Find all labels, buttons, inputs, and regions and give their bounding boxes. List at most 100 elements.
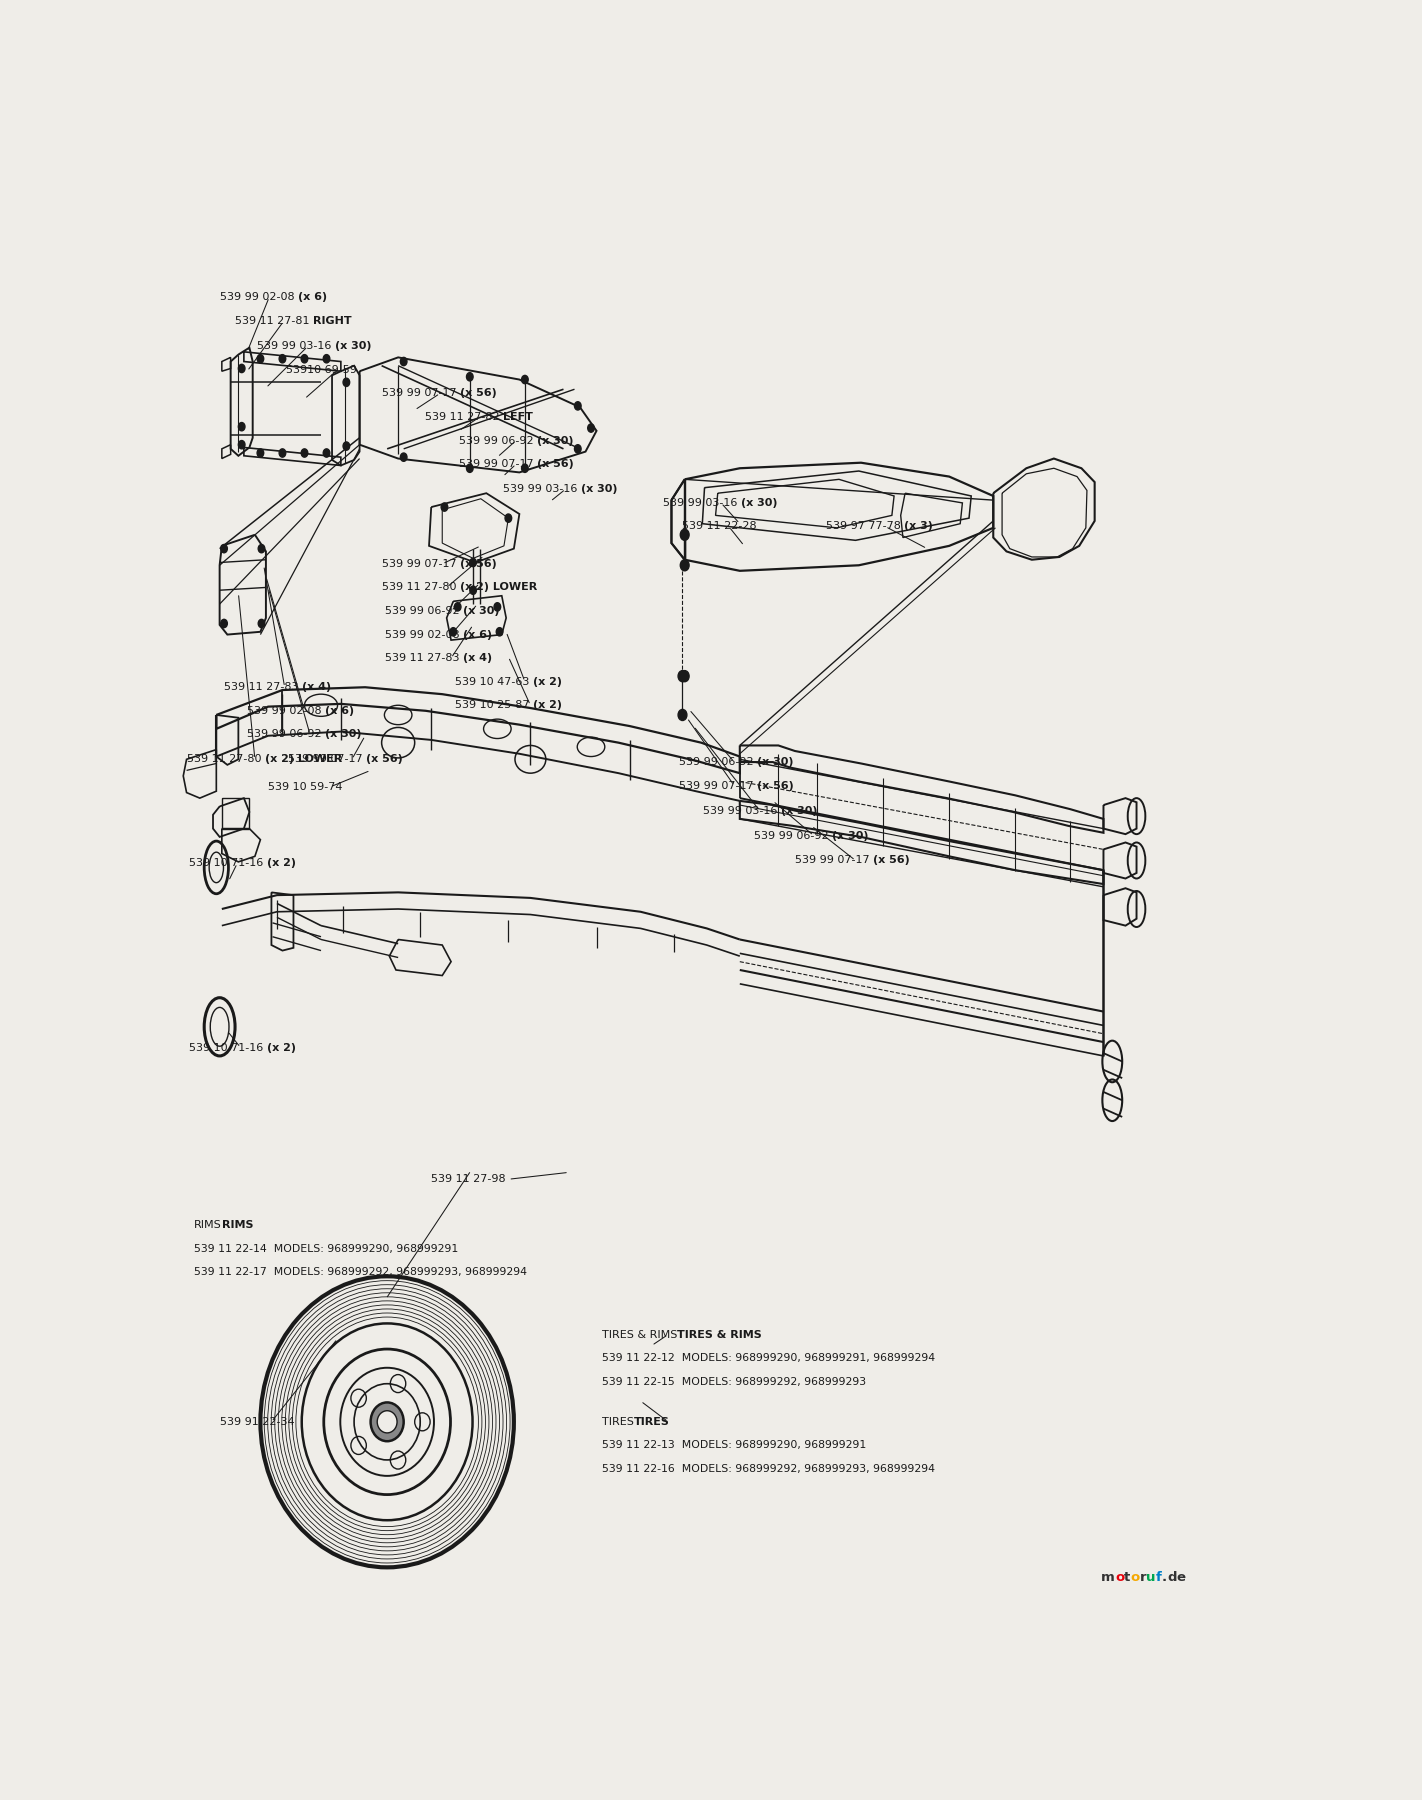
Circle shape bbox=[574, 401, 582, 410]
Circle shape bbox=[449, 628, 456, 635]
Ellipse shape bbox=[377, 1411, 397, 1433]
Text: 539 99 07-17: 539 99 07-17 bbox=[459, 459, 538, 470]
Text: (x 30): (x 30) bbox=[326, 729, 361, 740]
Text: 539 99 07-17: 539 99 07-17 bbox=[680, 781, 758, 790]
Text: 539 99 03-16: 539 99 03-16 bbox=[257, 342, 336, 351]
Text: (x 30): (x 30) bbox=[741, 499, 776, 508]
Text: (x 56): (x 56) bbox=[459, 389, 496, 398]
Text: m: m bbox=[1101, 1571, 1115, 1584]
Text: 539 11 22-12  MODELS: 968999290, 968999291, 968999294: 539 11 22-12 MODELS: 968999290, 96899929… bbox=[602, 1354, 936, 1363]
Text: (x 2): (x 2) bbox=[533, 677, 562, 686]
Circle shape bbox=[680, 529, 690, 540]
Text: 539 91 22-34: 539 91 22-34 bbox=[219, 1417, 294, 1427]
Text: (x 6): (x 6) bbox=[297, 292, 327, 302]
Text: 539 99 06-92: 539 99 06-92 bbox=[247, 729, 326, 740]
Circle shape bbox=[239, 364, 245, 373]
Text: (x 56): (x 56) bbox=[758, 781, 793, 790]
Text: 539 99 07-17: 539 99 07-17 bbox=[287, 754, 365, 765]
Circle shape bbox=[505, 515, 512, 522]
Text: (x 2): (x 2) bbox=[266, 1042, 296, 1053]
Text: 539 11 27-81: 539 11 27-81 bbox=[235, 317, 313, 326]
Circle shape bbox=[279, 355, 286, 364]
Circle shape bbox=[678, 709, 687, 720]
Circle shape bbox=[678, 671, 687, 682]
Circle shape bbox=[220, 544, 228, 553]
Text: RIGHT: RIGHT bbox=[313, 317, 351, 326]
Circle shape bbox=[323, 355, 330, 364]
Text: 539 11 22-16  MODELS: 968999292, 968999293, 968999294: 539 11 22-16 MODELS: 968999292, 96899929… bbox=[602, 1463, 936, 1474]
Text: 539 11 22-14  MODELS: 968999290, 968999291: 539 11 22-14 MODELS: 968999290, 96899929… bbox=[195, 1244, 458, 1253]
Text: (x 30): (x 30) bbox=[538, 436, 573, 446]
Text: (x 2): (x 2) bbox=[533, 700, 563, 711]
Text: 539 99 07-17: 539 99 07-17 bbox=[795, 855, 873, 866]
Text: RIMS: RIMS bbox=[195, 1220, 222, 1229]
Text: 539 10 71-16: 539 10 71-16 bbox=[189, 859, 266, 868]
Circle shape bbox=[680, 560, 690, 571]
Text: e: e bbox=[1176, 1571, 1186, 1584]
Text: (x 3): (x 3) bbox=[904, 522, 933, 531]
Text: 539 11 22-15  MODELS: 968999292, 968999293: 539 11 22-15 MODELS: 968999292, 96899929… bbox=[602, 1377, 866, 1386]
Text: 539 11 27-82: 539 11 27-82 bbox=[425, 412, 503, 421]
Text: (x 2) LOWER: (x 2) LOWER bbox=[459, 583, 538, 592]
Text: .: . bbox=[1162, 1571, 1167, 1584]
Text: TIRES & RIMS: TIRES & RIMS bbox=[602, 1330, 677, 1339]
Text: 539 99 06-92: 539 99 06-92 bbox=[680, 758, 758, 767]
Circle shape bbox=[493, 603, 501, 610]
Text: TIRES: TIRES bbox=[602, 1417, 634, 1427]
Circle shape bbox=[323, 448, 330, 457]
Circle shape bbox=[257, 355, 263, 364]
Text: 539 10 47-63: 539 10 47-63 bbox=[455, 677, 533, 686]
Text: (x 2) LOWER: (x 2) LOWER bbox=[264, 754, 341, 765]
Circle shape bbox=[522, 376, 528, 383]
Text: 539 10 59-74: 539 10 59-74 bbox=[269, 781, 343, 792]
Text: 539 99 06-92: 539 99 06-92 bbox=[754, 830, 832, 841]
Text: d: d bbox=[1167, 1571, 1176, 1584]
Circle shape bbox=[455, 603, 461, 610]
Text: o: o bbox=[1130, 1571, 1140, 1584]
Circle shape bbox=[301, 448, 307, 457]
Circle shape bbox=[257, 448, 263, 457]
Text: f: f bbox=[1156, 1571, 1162, 1584]
Text: 539 11 27-80: 539 11 27-80 bbox=[381, 583, 459, 592]
Circle shape bbox=[259, 619, 264, 628]
Circle shape bbox=[301, 355, 307, 364]
Text: 539 10 71-16: 539 10 71-16 bbox=[189, 1042, 266, 1053]
Circle shape bbox=[343, 378, 350, 387]
Text: (x 30): (x 30) bbox=[781, 806, 818, 815]
Text: 539 11 22-28: 539 11 22-28 bbox=[683, 522, 757, 531]
Text: 539 99 06-92: 539 99 06-92 bbox=[459, 436, 538, 446]
Circle shape bbox=[401, 358, 407, 365]
Circle shape bbox=[522, 464, 528, 472]
Circle shape bbox=[469, 558, 476, 567]
Text: 539 99 02-08: 539 99 02-08 bbox=[219, 292, 297, 302]
Circle shape bbox=[343, 443, 350, 450]
Circle shape bbox=[496, 628, 503, 635]
Text: TIRES & RIMS: TIRES & RIMS bbox=[677, 1330, 762, 1339]
Text: (x 2): (x 2) bbox=[266, 859, 296, 868]
Text: 539 11 27-98: 539 11 27-98 bbox=[431, 1174, 506, 1184]
Circle shape bbox=[259, 544, 264, 553]
Circle shape bbox=[587, 425, 594, 432]
Text: 539 99 07-17: 539 99 07-17 bbox=[381, 389, 459, 398]
Text: LEFT: LEFT bbox=[503, 412, 533, 421]
Text: RIMS: RIMS bbox=[222, 1220, 253, 1229]
Text: 539 10 25-87: 539 10 25-87 bbox=[455, 700, 533, 711]
Text: 539 11 27-80: 539 11 27-80 bbox=[186, 754, 264, 765]
Text: t: t bbox=[1125, 1571, 1130, 1584]
Text: 539 11 22-13  MODELS: 968999290, 968999291: 539 11 22-13 MODELS: 968999290, 96899929… bbox=[602, 1440, 866, 1451]
Text: (x 6): (x 6) bbox=[464, 630, 492, 639]
Circle shape bbox=[441, 502, 448, 511]
Text: 539 99 07-17: 539 99 07-17 bbox=[381, 558, 459, 569]
Ellipse shape bbox=[371, 1402, 404, 1442]
Circle shape bbox=[469, 587, 476, 594]
Text: (x 56): (x 56) bbox=[873, 855, 910, 866]
Text: 53910 69-59: 53910 69-59 bbox=[286, 365, 357, 374]
Text: u: u bbox=[1146, 1571, 1156, 1584]
Circle shape bbox=[239, 441, 245, 448]
Text: TIRES: TIRES bbox=[634, 1417, 670, 1427]
Text: (x 30): (x 30) bbox=[336, 342, 371, 351]
Text: r: r bbox=[1140, 1571, 1146, 1584]
Text: (x 30): (x 30) bbox=[832, 830, 869, 841]
Text: (x 56): (x 56) bbox=[538, 459, 573, 470]
Circle shape bbox=[279, 448, 286, 457]
